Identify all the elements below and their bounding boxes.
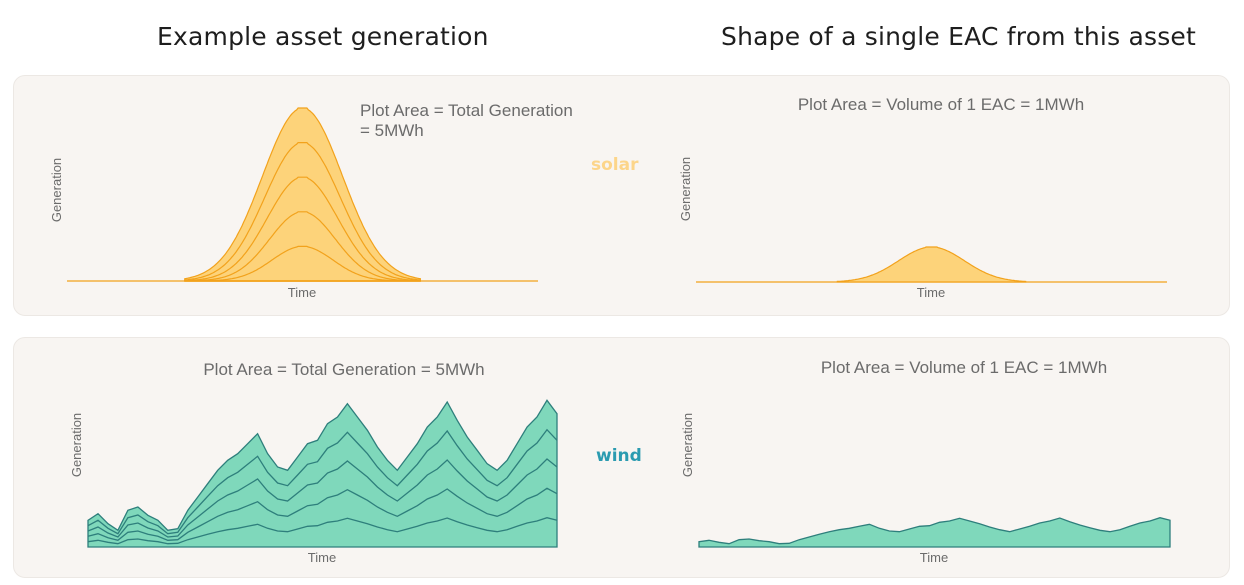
solar-total-chart: Plot Area = Total Generation = 5MWh Time… [49, 101, 573, 300]
wind-total-layer-1 [87, 517, 558, 545]
wind-eac-area [698, 517, 1171, 548]
solar-total-annotation-line2: = 5MWh [360, 121, 424, 140]
solar-total-y-label: Generation [49, 158, 64, 222]
wind-total-layer-3 [87, 458, 558, 538]
solar-eac-y-label: Generation [678, 157, 693, 221]
left-column-title: Example asset generation [157, 22, 489, 51]
solar-eac-annotation: Plot Area = Volume of 1 EAC = 1MWh [798, 95, 1084, 114]
wind-total-chart: Plot Area = Total Generation = 5MWh Time… [69, 360, 558, 565]
solar-eac-chart: Plot Area = Volume of 1 EAC = 1MWh Time … [678, 95, 1167, 300]
wind-eac-layers [698, 517, 1171, 548]
solar-total-layer-5 [184, 107, 421, 282]
solar-type-label: solar [591, 155, 639, 175]
solar-total-x-label: Time [288, 285, 316, 300]
wind-total-layers [87, 399, 558, 548]
wind-total-layer-2 [87, 487, 558, 542]
wind-eac-annotation: Plot Area = Volume of 1 EAC = 1MWh [821, 358, 1107, 377]
solar-total-layer-2 [184, 211, 421, 282]
wind-type-label: wind [596, 446, 642, 466]
solar-total-annotation-line1: Plot Area = Total Generation [360, 101, 573, 120]
solar-total-layer-3 [184, 176, 421, 282]
solar-total-layer-1 [184, 245, 421, 282]
solar-eac-area [836, 246, 1027, 283]
solar-total-layer-4 [184, 142, 421, 282]
solar-eac-layers [696, 246, 1167, 283]
wind-total-x-label: Time [308, 550, 336, 565]
solar-eac-x-label: Time [917, 285, 945, 300]
wind-eac-x-label: Time [920, 550, 948, 565]
wind-total-annotation: Plot Area = Total Generation = 5MWh [203, 360, 484, 379]
wind-total-layer-4 [87, 428, 558, 535]
wind-total-y-label: Generation [69, 413, 84, 477]
right-column-title: Shape of a single EAC from this asset [721, 22, 1197, 51]
solar-total-layers [67, 107, 538, 282]
wind-eac-y-label: Generation [680, 413, 695, 477]
